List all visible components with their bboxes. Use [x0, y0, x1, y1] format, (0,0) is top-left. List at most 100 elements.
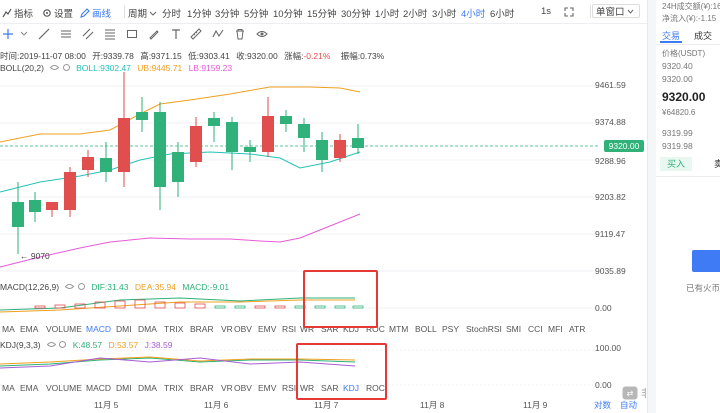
settings-button[interactable]: 设置 [42, 6, 73, 20]
interval-6h[interactable]: 6小时 [490, 9, 515, 20]
gear-icon[interactable] [62, 63, 71, 72]
bid-price[interactable]: 9319.99 [662, 128, 693, 138]
indicator-tab-vr[interactable]: VR [221, 383, 233, 393]
indicators-icon [2, 8, 12, 18]
indicator-tab-rsi[interactable]: RSI [282, 324, 297, 334]
indicator-tab-volume[interactable]: VOLUME [46, 324, 82, 334]
indicator-tab-mtm[interactable]: MTM [389, 324, 409, 334]
indicator-tab-ma[interactable]: MA [2, 324, 15, 334]
horizontal-line-icon[interactable] [60, 28, 72, 40]
indicator-tab-atr[interactable]: ATR [569, 324, 586, 334]
indicator-tab-brar[interactable]: BRAR [190, 324, 214, 334]
buy-button[interactable]: 买入 [660, 157, 692, 171]
fullscreen-icon[interactable] [564, 7, 574, 17]
indicator-tab-brar[interactable]: BRAR [190, 383, 214, 393]
boll-info: BOLL(20,2) BOLL:9302.47 UB:9445.71 LB:91… [0, 63, 236, 73]
interval-1h[interactable]: 1小时 [375, 9, 400, 20]
text-icon[interactable] [170, 28, 182, 40]
measure-icon[interactable] [190, 28, 202, 40]
auto-scale-link[interactable]: 自动 [620, 400, 638, 410]
indicator-tab-sar[interactable]: SAR [321, 324, 339, 334]
chevron-down-icon[interactable] [20, 28, 28, 40]
fibonacci-icon[interactable] [104, 28, 116, 40]
tab-deals[interactable]: 成交 [694, 31, 713, 41]
indicator-tab-trix[interactable]: TRIX [164, 324, 184, 334]
indicator-tab-ma[interactable]: MA [2, 383, 15, 393]
indicator-tab-emv[interactable]: EMV [258, 383, 277, 393]
window-mode-dropdown[interactable]: 单窗口 [592, 4, 640, 18]
indicator-tab-sar[interactable]: SAR [321, 383, 339, 393]
panel-scrollbar[interactable] [648, 0, 656, 413]
interval-30m[interactable]: 30分钟 [341, 9, 371, 20]
indicator-tab-obv[interactable]: OBV [234, 324, 252, 334]
indicator-tab-wr[interactable]: WR [300, 324, 315, 334]
candlestick-chart[interactable] [0, 42, 600, 280]
interval-1m[interactable]: 1分钟 [187, 9, 212, 20]
indicator-tab-smi[interactable]: SMI [506, 324, 522, 334]
indicator-tab-mfi[interactable]: MFI [548, 324, 563, 334]
interval-3m[interactable]: 3分钟 [215, 9, 240, 20]
eye-icon[interactable] [256, 28, 268, 40]
indicator-tab-emv[interactable]: EMV [258, 324, 277, 334]
interval-5m[interactable]: 5分钟 [244, 9, 269, 20]
indicator-tab-boll[interactable]: BOLL [415, 324, 437, 334]
net-inflow: 净流入(¥):-1.15 [662, 14, 717, 23]
indicator-tab-ema[interactable]: EMA [20, 324, 39, 334]
indicator-tab-volume[interactable]: VOLUME [46, 383, 82, 393]
macd-chart[interactable] [0, 280, 600, 320]
interval-1s[interactable]: 1s [541, 6, 552, 17]
indicator-tab-trix[interactable]: TRIX [164, 383, 184, 393]
eye-icon[interactable] [50, 63, 60, 72]
indicator-tab-psy[interactable]: PSY [442, 324, 460, 334]
trash-icon[interactable] [234, 28, 246, 40]
indicator-tab-rsi[interactable]: RSI [282, 383, 297, 393]
pattern-icon[interactable] [212, 28, 224, 40]
period-dropdown[interactable]: 周期 [128, 6, 159, 20]
sell-button[interactable]: 卖 [714, 157, 720, 171]
interval-10m[interactable]: 10分钟 [273, 9, 303, 20]
indicator-tab-ema[interactable]: EMA [20, 383, 39, 393]
indicator-tab-kdj[interactable]: KDJ [343, 324, 360, 334]
price-axis-label: 9119.47 [595, 229, 626, 239]
ask-price[interactable]: 9320.00 [662, 74, 693, 84]
indicators-button[interactable]: 指标 [2, 6, 33, 20]
indicator-tab-obv[interactable]: OBV [234, 383, 252, 393]
indicator-tab-vr[interactable]: VR [221, 324, 233, 334]
indicator-tab-dma[interactable]: DMA [138, 324, 157, 334]
indicator-tab-macd[interactable]: MACD [86, 383, 112, 393]
interval-3h[interactable]: 3小时 [432, 9, 457, 20]
indicator-tabs: MA EMA VOLUME MACD DMI DMA TRIX BRAR VR OBV EMV RSI… [0, 324, 600, 336]
ask-price[interactable]: 9320.40 [662, 61, 693, 71]
indicator-tab-macd[interactable]: MACD [86, 324, 112, 334]
indicator-tab-roc[interactable]: ROC [366, 383, 385, 393]
indicator-tab-cci[interactable]: CCI [528, 324, 543, 334]
eye-icon[interactable] [46, 340, 57, 349]
bid-price[interactable]: 9319.98 [662, 141, 693, 151]
draw-button[interactable]: 画线 [80, 6, 111, 20]
macd-bar [254, 305, 266, 309]
date-label: 11月 9 [523, 400, 548, 410]
gear-icon[interactable] [58, 340, 67, 349]
interval-15m[interactable]: 15分钟 [307, 9, 337, 20]
kdj-chart[interactable] [0, 340, 600, 395]
indicator-tab-roc[interactable]: ROC [366, 324, 385, 334]
rectangle-icon[interactable] [126, 28, 138, 40]
crosshair-icon[interactable] [2, 28, 14, 40]
trendline-icon[interactable] [38, 28, 50, 40]
indicator-tab-dmi[interactable]: DMI [116, 383, 132, 393]
trade-action-button[interactable] [692, 250, 720, 272]
tab-trade[interactable]: 交易 [662, 31, 681, 41]
parallel-channel-icon[interactable] [82, 28, 94, 40]
eye-icon[interactable] [65, 282, 75, 291]
brush-icon[interactable] [148, 28, 160, 40]
indicator-tab-wr[interactable]: WR [300, 383, 315, 393]
gear-icon[interactable] [77, 282, 86, 291]
indicator-tab-dmi[interactable]: DMI [116, 324, 132, 334]
indicator-tab-dma[interactable]: DMA [138, 383, 157, 393]
interval-2h[interactable]: 2小时 [403, 9, 428, 20]
log-scale-link[interactable]: 对数 [594, 400, 612, 410]
interval-4h[interactable]: 4小时 [461, 9, 486, 20]
indicator-tab-kdj[interactable]: KDJ [343, 383, 360, 393]
interval-timeline[interactable]: 分时 [162, 9, 182, 20]
indicator-tab-stochrsi[interactable]: StochRSI [466, 324, 502, 334]
